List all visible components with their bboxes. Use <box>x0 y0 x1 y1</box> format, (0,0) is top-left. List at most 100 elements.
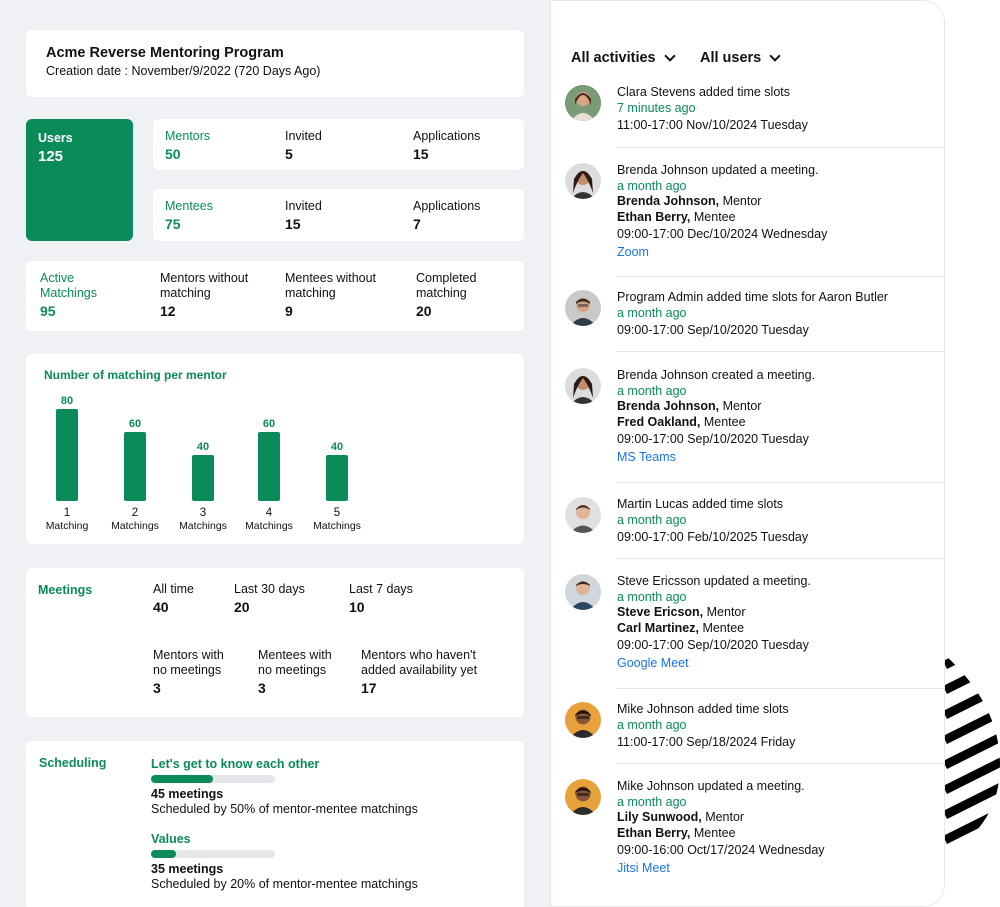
meeting-link[interactable]: MS Teams <box>617 449 676 464</box>
activity-schedule: 09:00-17:00 Sep/10/2020 Tuesday <box>617 432 809 446</box>
users-stat-card[interactable]: Users 125 <box>26 119 133 241</box>
schedule-item-meetings: 35 meetings Scheduled by 20% of mentor-m… <box>151 862 418 892</box>
schedule-item-title: Values <box>151 832 191 846</box>
mentors-invited-value: 5 <box>285 146 293 162</box>
activity-schedule: 09:00-17:00 Dec/10/2024 Wednesday <box>617 227 828 241</box>
mentees-applications-value: 7 <box>413 216 421 232</box>
mentees-stat[interactable]: Mentees 75 <box>165 199 213 232</box>
mentors-invited-label: Invited <box>285 129 322 143</box>
avatar <box>565 368 601 404</box>
completed-label-line2: matching <box>416 286 467 300</box>
bar-3[interactable] <box>192 455 214 501</box>
mentee-name: Carl Martinez, <box>617 620 699 635</box>
creation-date: Creation date : November/9/2022 (720 Day… <box>46 64 321 78</box>
mentees-without-value: 9 <box>285 303 293 319</box>
scheduling-card <box>26 741 524 907</box>
mentors-no-meetings-value: 3 <box>153 680 161 696</box>
program-header-card: Acme Reverse Mentoring Program Creation … <box>26 30 524 97</box>
completed-label-line1: Completed <box>416 271 477 285</box>
category-label: 5 <box>334 507 340 519</box>
bar-2[interactable] <box>124 432 146 501</box>
matching-per-mentor-chart-card: Number of matching per mentor 80 1 Matchin… <box>26 354 524 544</box>
meetings-all-time-stat: All time 40 <box>153 582 194 615</box>
scheduling-section-label: Scheduling <box>39 756 106 771</box>
activity-title: Brenda Johnson updated a meeting. <box>617 163 819 177</box>
completed-value: 20 <box>416 303 432 319</box>
divider <box>616 688 945 689</box>
schedule-progress-bar <box>151 775 275 783</box>
activity-time-ago: 7 minutes ago <box>617 100 696 115</box>
mentees-invited-stat: Invited 15 <box>285 199 322 232</box>
mentors-stat[interactable]: Mentors 50 <box>165 129 210 162</box>
activity-title: Mike Johnson added time slots <box>617 702 789 716</box>
mentors-without-label-line1: Mentors without <box>160 271 249 285</box>
bar-1[interactable] <box>56 409 78 501</box>
bar-value-label: 80 <box>61 395 73 407</box>
chart-title: Number of matching per mentor <box>44 368 227 382</box>
meeting-link[interactable]: Zoom <box>617 244 649 259</box>
mentors-applications-value: 15 <box>413 146 429 162</box>
mentee-name: Ethan Berry, <box>617 209 691 224</box>
schedule-item-values[interactable]: Values <box>151 832 191 847</box>
activity-time-ago: a month ago <box>617 178 687 193</box>
mentees-no-meetings-line1: Mentees with <box>258 648 332 662</box>
activity-time-ago: a month ago <box>617 589 687 604</box>
activity-schedule: 11:00-17:00 Sep/18/2024 Friday <box>617 735 796 749</box>
mentors-no-meetings-line1: Mentors with <box>153 648 224 662</box>
mentor-line: Steve Ericson, Mentor <box>617 605 811 621</box>
bar-4[interactable] <box>258 432 280 501</box>
matching-stats-card <box>26 261 524 331</box>
meetings-label: Meetings <box>38 583 93 597</box>
category-sub-label: Matchings <box>111 520 159 532</box>
scheduling-label: Scheduling <box>39 756 107 770</box>
schedule-progress-fill <box>151 775 213 783</box>
activity-panel <box>550 0 945 907</box>
bar-value-label: 40 <box>331 441 343 453</box>
schedule-item-title: Let's get to know each other <box>151 757 320 771</box>
category-label: 1 <box>64 507 70 519</box>
meeting-link[interactable]: Google Meet <box>617 655 689 670</box>
category-label: 2 <box>132 507 138 519</box>
mentee-role: Mentee <box>700 414 746 429</box>
divider <box>616 276 945 277</box>
avatar <box>565 290 601 326</box>
divider <box>616 763 945 764</box>
meetings-card <box>26 568 524 717</box>
program-title: Acme Reverse Mentoring Program <box>46 45 284 61</box>
avatar <box>565 702 601 738</box>
active-matchings-label-line1: Active <box>40 271 75 285</box>
activity-schedule: 09:00-17:00 Feb/10/2025 Tuesday <box>617 530 809 544</box>
schedule-progress-fill <box>151 850 176 858</box>
mentor-name: Brenda Johnson, <box>617 399 720 413</box>
mentee-line: Carl Martinez, Mentee <box>617 621 811 637</box>
bar-5[interactable] <box>326 455 348 501</box>
mentors-without-value: 12 <box>160 303 176 319</box>
mentees-without-label-line2: matching <box>285 286 336 300</box>
category-label: 4 <box>266 507 273 519</box>
chevron-down-icon <box>663 50 676 62</box>
avatar <box>565 85 601 121</box>
active-matchings-label-line2: Matchings <box>40 286 97 300</box>
schedule-progress-bar <box>151 850 275 858</box>
divider <box>616 351 945 352</box>
mentors-label: Mentors <box>165 129 211 143</box>
mentors-invited-stat: Invited 5 <box>285 129 322 162</box>
meeting-link[interactable]: Jitsi Meet <box>617 860 670 875</box>
activity-schedule: 09:00-17:00 Sep/10/2020 Tuesday <box>617 323 809 337</box>
mentors-value: 50 <box>165 146 181 162</box>
category-label: 3 <box>200 507 206 519</box>
activity-schedule: 11:00-17:00 Nov/10/2024 Tuesday <box>617 118 808 132</box>
mentor-line: Brenda Johnson, Mentor <box>617 399 815 415</box>
mentor-role: Mentor <box>719 194 762 208</box>
mentor-name: Lily Sunwood, <box>617 810 702 824</box>
activity-time-ago: a month ago <box>617 383 687 398</box>
mentors-no-meetings-line2: no meetings <box>153 663 222 677</box>
active-matchings-stat[interactable]: Active Matchings 95 <box>40 271 97 319</box>
all-activities-filter[interactable]: All activities <box>571 50 676 66</box>
matching-bar-chart: 801Matching602Matchings403Matchings604Ma… <box>46 395 361 532</box>
mentees-without-label-line1: Mentees without <box>285 271 377 285</box>
meetings-section-label: Meetings <box>38 583 92 598</box>
all-users-filter[interactable]: All users <box>700 50 781 66</box>
schedule-item-know-each-other[interactable]: Let's get to know each other <box>151 757 319 772</box>
all-users-label: All users <box>700 50 762 66</box>
